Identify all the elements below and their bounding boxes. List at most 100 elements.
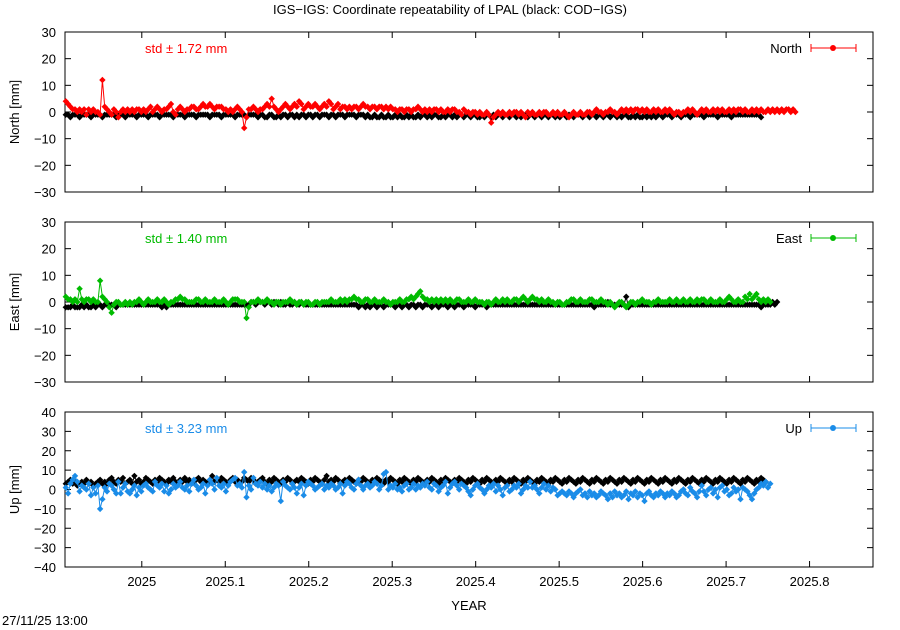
north-data-point-red: [167, 100, 175, 108]
north-data-point-red: [147, 103, 154, 110]
up-data-point-blue: [545, 482, 552, 489]
north-data-point-red: [707, 108, 714, 116]
up-data-point-blue: [115, 478, 122, 486]
north-data-point-red: [195, 106, 202, 113]
up-data-point-blue: [250, 474, 257, 482]
north-data-point-red: [771, 108, 778, 116]
east-data-point-green: [108, 309, 115, 316]
north-data-point-red: [241, 124, 248, 132]
north-data-point-red: [234, 103, 241, 110]
up-data-point-blue: [241, 468, 248, 476]
north-data-point-red: [238, 108, 246, 116]
up-data-point-blue: [719, 482, 726, 489]
north-data-point-red: [485, 111, 493, 118]
north-data-point-red: [151, 106, 159, 113]
north-data-point-black: [623, 111, 630, 118]
up-data-point-black: [540, 476, 547, 484]
up-data-point-blue: [723, 486, 730, 493]
north-data-point-red: [607, 106, 614, 113]
up-data-point-black: [671, 476, 678, 484]
up-data-point-blue: [508, 486, 515, 493]
north-data-point-red: [204, 103, 211, 110]
east-data-point-green: [417, 288, 424, 295]
up-data-point-blue: [547, 488, 554, 495]
up-data-point-blue: [703, 492, 710, 499]
up-ytick-label: −30: [34, 541, 56, 556]
up-data-point-black: [158, 476, 166, 484]
east-data-point-green: [220, 296, 227, 303]
up-data-point-blue: [355, 476, 362, 484]
up-data-point-blue: [195, 486, 202, 493]
up-data-point-blue: [524, 484, 531, 491]
up-data-point-black: [547, 476, 554, 484]
east-ytick-label: −30: [34, 375, 56, 390]
north-ytick-label: 20: [42, 52, 56, 67]
north-data-point-red: [80, 106, 88, 113]
up-data-point-blue: [103, 488, 111, 495]
up-data-point-blue: [117, 490, 124, 497]
up-data-point-blue: [318, 480, 326, 487]
north-data-point-red: [190, 103, 198, 110]
north-ytick-label: 0: [49, 105, 56, 120]
up-data-point-blue: [261, 480, 268, 487]
up-data-point-black: [172, 478, 179, 486]
east-data-point-green: [151, 298, 159, 306]
east-data-point-green: [195, 296, 202, 303]
east-data-point-black: [755, 301, 762, 308]
up-data-point-black: [243, 476, 250, 484]
east-data-point-green: [735, 296, 742, 303]
up-data-point-black: [735, 478, 742, 486]
east-data-point-green: [515, 298, 522, 306]
up-data-point-blue: [490, 480, 497, 487]
east-data-point-green: [96, 277, 104, 284]
x-tick-label: 2025.5: [539, 574, 579, 589]
up-data-point-blue: [64, 490, 72, 497]
east-data-point-green: [94, 298, 102, 306]
north-data-point-black: [659, 114, 666, 121]
up-data-point-blue: [161, 488, 168, 495]
north-data-point-red: [113, 108, 120, 116]
up-ytick-label: 20: [42, 444, 56, 459]
up-data-point-blue: [584, 494, 591, 501]
up-data-point-black: [659, 478, 666, 486]
up-data-point-blue: [275, 482, 282, 489]
up-data-point-blue: [531, 482, 538, 489]
north-data-point-black: [215, 111, 223, 118]
up-data-point-blue: [96, 505, 104, 513]
up-data-point-blue: [337, 480, 344, 487]
east-data-point-green: [691, 298, 698, 306]
east-data-point-green: [103, 298, 111, 306]
up-data-point-blue: [456, 486, 463, 493]
east-data-point-green: [536, 298, 543, 306]
up-data-point-black: [755, 478, 762, 486]
up-data-point-blue: [71, 472, 79, 480]
east-data-point-green: [723, 296, 730, 303]
east-data-point-black: [773, 298, 781, 306]
up-data-point-black: [730, 474, 737, 482]
up-data-point-black: [714, 478, 721, 486]
north-data-point-red: [108, 111, 115, 118]
east-data-point-green: [174, 296, 182, 303]
up-data-point-black: [323, 472, 330, 480]
up-data-point-blue: [751, 490, 758, 497]
north-data-point-red: [611, 108, 618, 116]
north-data-point-red: [243, 114, 250, 121]
up-ytick-label: 30: [42, 424, 56, 439]
up-data-point-blue: [167, 486, 175, 493]
north-data-point-black: [687, 114, 694, 121]
up-data-point-blue: [755, 484, 762, 491]
x-tick-label: 2025.3: [372, 574, 412, 589]
north-data-point-red: [751, 108, 758, 116]
up-data-point-blue: [671, 490, 678, 497]
up-data-point-black: [600, 480, 607, 487]
up-data-point-black: [707, 478, 714, 486]
up-data-point-black: [231, 478, 239, 486]
up-data-point-blue: [158, 480, 166, 487]
up-data-point-blue: [540, 480, 547, 487]
east-data-point-green: [707, 296, 714, 303]
x-tick-label: 2025: [127, 574, 156, 589]
up-data-point-blue: [90, 484, 97, 491]
east-data-point-green: [639, 296, 646, 303]
north-data-point-red: [266, 103, 273, 110]
up-data-point-blue: [643, 490, 650, 497]
